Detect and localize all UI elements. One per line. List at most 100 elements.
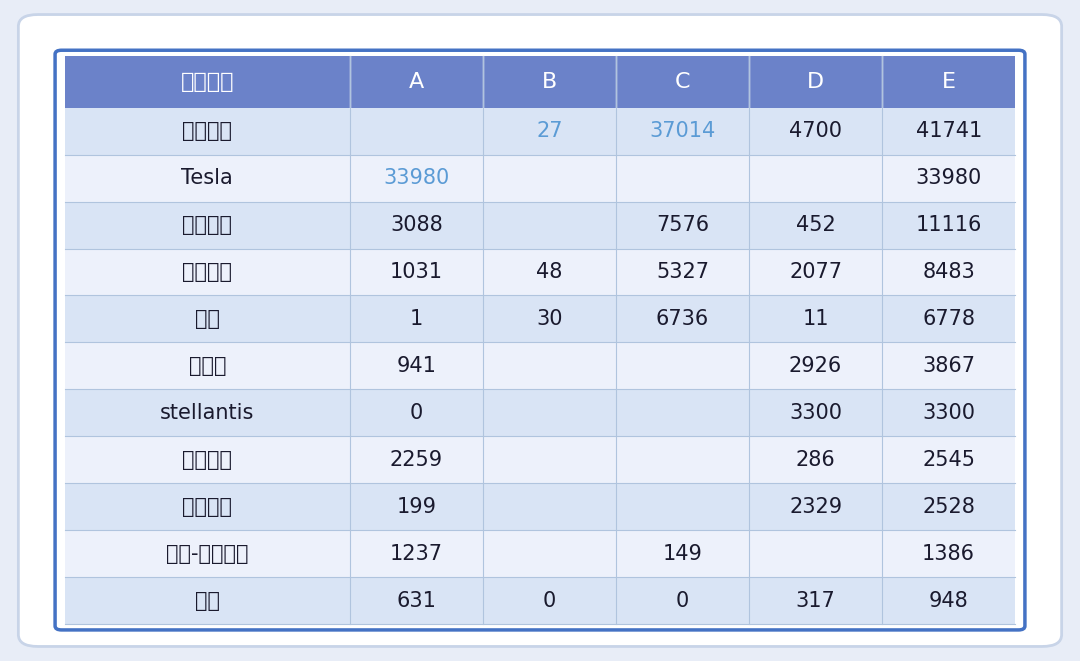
Bar bbox=[483, 436, 616, 483]
Bar bbox=[882, 56, 1015, 108]
Bar bbox=[65, 483, 350, 530]
Text: 452: 452 bbox=[796, 215, 836, 235]
Bar bbox=[750, 249, 882, 295]
Text: 8483: 8483 bbox=[922, 262, 975, 282]
Bar bbox=[483, 342, 616, 389]
Bar bbox=[882, 577, 1015, 624]
Text: 3088: 3088 bbox=[390, 215, 443, 235]
Bar bbox=[616, 56, 750, 108]
Bar bbox=[65, 249, 350, 295]
Text: 199: 199 bbox=[396, 496, 436, 517]
Bar bbox=[350, 155, 483, 202]
Bar bbox=[616, 342, 750, 389]
Bar bbox=[750, 295, 882, 342]
Text: 286: 286 bbox=[796, 449, 836, 470]
Bar bbox=[750, 56, 882, 108]
Text: 2259: 2259 bbox=[390, 449, 443, 470]
Bar bbox=[882, 342, 1015, 389]
Text: 1386: 1386 bbox=[922, 543, 975, 564]
Bar bbox=[882, 389, 1015, 436]
Text: 30: 30 bbox=[537, 309, 563, 329]
Bar bbox=[750, 483, 882, 530]
Text: 2528: 2528 bbox=[922, 496, 975, 517]
Bar bbox=[65, 530, 350, 577]
Bar bbox=[616, 108, 750, 155]
Text: 汽车集团: 汽车集团 bbox=[180, 72, 234, 92]
Text: 2077: 2077 bbox=[789, 262, 842, 282]
Bar bbox=[616, 202, 750, 249]
Text: 11116: 11116 bbox=[916, 215, 982, 235]
Bar bbox=[350, 389, 483, 436]
Text: 本田: 本田 bbox=[194, 309, 220, 329]
Bar bbox=[350, 530, 483, 577]
Bar bbox=[483, 56, 616, 108]
Bar bbox=[350, 436, 483, 483]
Text: 631: 631 bbox=[396, 590, 436, 611]
Text: 3300: 3300 bbox=[789, 403, 842, 423]
Bar bbox=[750, 389, 882, 436]
Text: 2329: 2329 bbox=[789, 496, 842, 517]
Bar bbox=[65, 295, 350, 342]
Text: 149: 149 bbox=[663, 543, 702, 564]
Text: B: B bbox=[542, 72, 557, 92]
Text: 6778: 6778 bbox=[922, 309, 975, 329]
Bar bbox=[882, 483, 1015, 530]
Bar bbox=[483, 108, 616, 155]
Text: 2926: 2926 bbox=[789, 356, 842, 376]
Bar bbox=[750, 436, 882, 483]
Bar bbox=[65, 202, 350, 249]
Bar bbox=[750, 342, 882, 389]
Bar bbox=[350, 202, 483, 249]
Text: 5327: 5327 bbox=[656, 262, 710, 282]
Text: E: E bbox=[942, 72, 956, 92]
Text: 宝马集团: 宝马集团 bbox=[183, 496, 232, 517]
Text: 大众集团: 大众集团 bbox=[183, 449, 232, 470]
Bar bbox=[483, 249, 616, 295]
Bar bbox=[882, 530, 1015, 577]
Text: 0: 0 bbox=[409, 403, 423, 423]
Bar bbox=[616, 155, 750, 202]
Text: 7576: 7576 bbox=[656, 215, 710, 235]
Text: 3300: 3300 bbox=[922, 403, 975, 423]
Text: 1031: 1031 bbox=[390, 262, 443, 282]
Bar bbox=[483, 530, 616, 577]
Bar bbox=[65, 342, 350, 389]
Text: 4700: 4700 bbox=[789, 121, 842, 141]
Text: 雷诺-日产联盟: 雷诺-日产联盟 bbox=[166, 543, 248, 564]
Text: 0: 0 bbox=[676, 590, 689, 611]
Bar bbox=[616, 483, 750, 530]
Text: stellantis: stellantis bbox=[160, 403, 255, 423]
Bar bbox=[65, 389, 350, 436]
Text: 现代起亚: 现代起亚 bbox=[183, 262, 232, 282]
Bar bbox=[350, 249, 483, 295]
Text: 其他: 其他 bbox=[194, 590, 220, 611]
Bar bbox=[750, 108, 882, 155]
Text: D: D bbox=[807, 72, 824, 92]
Bar bbox=[483, 577, 616, 624]
Bar bbox=[483, 389, 616, 436]
Bar bbox=[616, 436, 750, 483]
Text: Tesla: Tesla bbox=[181, 168, 233, 188]
Bar bbox=[483, 295, 616, 342]
Text: 948: 948 bbox=[929, 590, 969, 611]
Bar bbox=[882, 249, 1015, 295]
Text: 33980: 33980 bbox=[916, 168, 982, 188]
Text: 37014: 37014 bbox=[649, 121, 716, 141]
Bar bbox=[483, 483, 616, 530]
Text: 317: 317 bbox=[796, 590, 836, 611]
Text: 1: 1 bbox=[409, 309, 423, 329]
Bar bbox=[350, 342, 483, 389]
Text: 48: 48 bbox=[537, 262, 563, 282]
Bar bbox=[350, 295, 483, 342]
Bar bbox=[750, 530, 882, 577]
Bar bbox=[882, 202, 1015, 249]
Bar bbox=[65, 155, 350, 202]
Bar bbox=[750, 577, 882, 624]
Bar bbox=[65, 108, 350, 155]
Bar bbox=[350, 108, 483, 155]
Bar bbox=[616, 295, 750, 342]
Text: C: C bbox=[675, 72, 690, 92]
Bar bbox=[483, 202, 616, 249]
Text: 丰田集团: 丰田集团 bbox=[183, 121, 232, 141]
Bar bbox=[750, 202, 882, 249]
